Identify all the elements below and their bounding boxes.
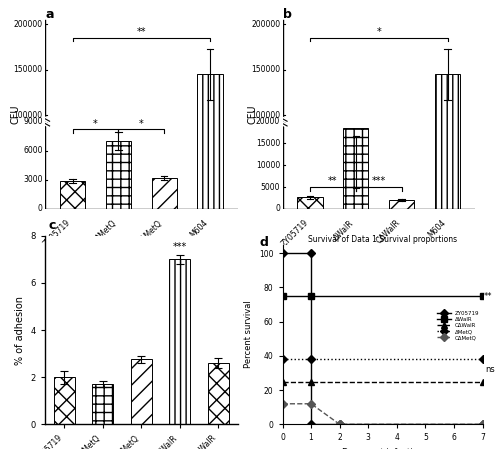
Text: 200000: 200000 (251, 20, 280, 29)
CΔWalR (480, 379, 486, 384)
Line: ΔWalR: ΔWalR (280, 293, 486, 299)
ΔMetQ (480, 357, 486, 362)
Text: 200000: 200000 (14, 20, 42, 29)
Bar (389, 200, 414, 209)
ΔMetQ (308, 357, 314, 362)
ΔWalR (480, 293, 486, 299)
Text: ***: *** (372, 176, 386, 186)
Text: a: a (46, 8, 54, 21)
Text: 20000: 20000 (256, 117, 280, 126)
Text: ***: *** (172, 242, 187, 252)
Legend: ZY05719, ΔWalR, CΔWalR, ΔMetQ, CΔMetQ: ZY05719, ΔWalR, CΔWalR, ΔMetQ, CΔMetQ (434, 308, 482, 343)
Text: 10000: 10000 (256, 161, 280, 170)
Text: **: ** (328, 176, 338, 186)
ΔWalR (308, 293, 314, 299)
Bar (152, 178, 177, 209)
Text: 3000: 3000 (23, 175, 42, 184)
Bar (106, 141, 131, 209)
Text: ns: ns (486, 365, 495, 374)
Text: *: * (93, 119, 98, 128)
Line: CΔWalR: CΔWalR (280, 379, 486, 384)
Text: CFU: CFU (248, 105, 258, 124)
ZY05719 (308, 422, 314, 427)
CΔWalR (308, 379, 314, 384)
ZY05719 (480, 422, 486, 427)
Text: c: c (48, 219, 56, 232)
Text: d: d (260, 236, 268, 249)
CΔMetQ (336, 422, 342, 427)
Text: 5000: 5000 (260, 182, 280, 192)
Text: *: * (376, 27, 381, 37)
Text: b: b (284, 8, 292, 21)
Text: ΔWalR: ΔWalR (332, 218, 356, 242)
Bar (92, 384, 114, 424)
Text: 0: 0 (276, 204, 280, 213)
Text: ZY05719: ZY05719 (42, 218, 72, 249)
Text: **: ** (484, 291, 492, 300)
Bar (198, 74, 222, 209)
Text: CΔMetQ: CΔMetQ (136, 218, 164, 247)
ZY05719 (308, 251, 314, 256)
Bar (208, 363, 229, 424)
CΔMetQ (308, 401, 314, 406)
Text: 100000: 100000 (14, 111, 42, 120)
ZY05719 (280, 251, 285, 256)
Text: ΔMetQ: ΔMetQ (94, 218, 118, 242)
Bar (169, 260, 190, 424)
Text: *: * (139, 119, 143, 128)
CΔWalR (280, 379, 285, 384)
X-axis label: Days post infection: Days post infection (342, 448, 423, 449)
Bar (343, 128, 368, 209)
Text: 100000: 100000 (251, 111, 280, 120)
Bar (54, 377, 75, 424)
Text: 150000: 150000 (251, 65, 280, 74)
ZY05719 (336, 422, 342, 427)
ΔWalR (280, 293, 285, 299)
Title: Survival of Data 1:Survival proportions: Survival of Data 1:Survival proportions (308, 235, 457, 244)
Text: ZY05719: ZY05719 (280, 218, 310, 249)
Text: M604: M604 (188, 218, 210, 240)
Bar (298, 198, 322, 209)
Line: ZY05719: ZY05719 (280, 251, 486, 427)
Text: 15000: 15000 (256, 139, 280, 148)
Bar (130, 360, 152, 424)
CΔMetQ (480, 422, 486, 427)
Bar (60, 181, 85, 209)
Text: 6000: 6000 (23, 146, 42, 155)
Line: ΔMetQ: ΔMetQ (280, 357, 486, 362)
Text: 0: 0 (38, 204, 42, 213)
Text: 150000: 150000 (14, 65, 42, 74)
Text: CFU: CFU (10, 105, 20, 124)
Text: 9000: 9000 (23, 117, 42, 126)
Line: CΔMetQ: CΔMetQ (280, 401, 486, 427)
CΔMetQ (280, 401, 285, 406)
Bar (435, 74, 460, 209)
ΔMetQ (280, 357, 285, 362)
Text: CΔWalR: CΔWalR (374, 218, 402, 246)
Text: **: ** (136, 27, 146, 37)
Y-axis label: Percent survival: Percent survival (244, 301, 254, 368)
Y-axis label: % of adhesion: % of adhesion (15, 295, 25, 365)
Text: M604: M604 (426, 218, 448, 240)
